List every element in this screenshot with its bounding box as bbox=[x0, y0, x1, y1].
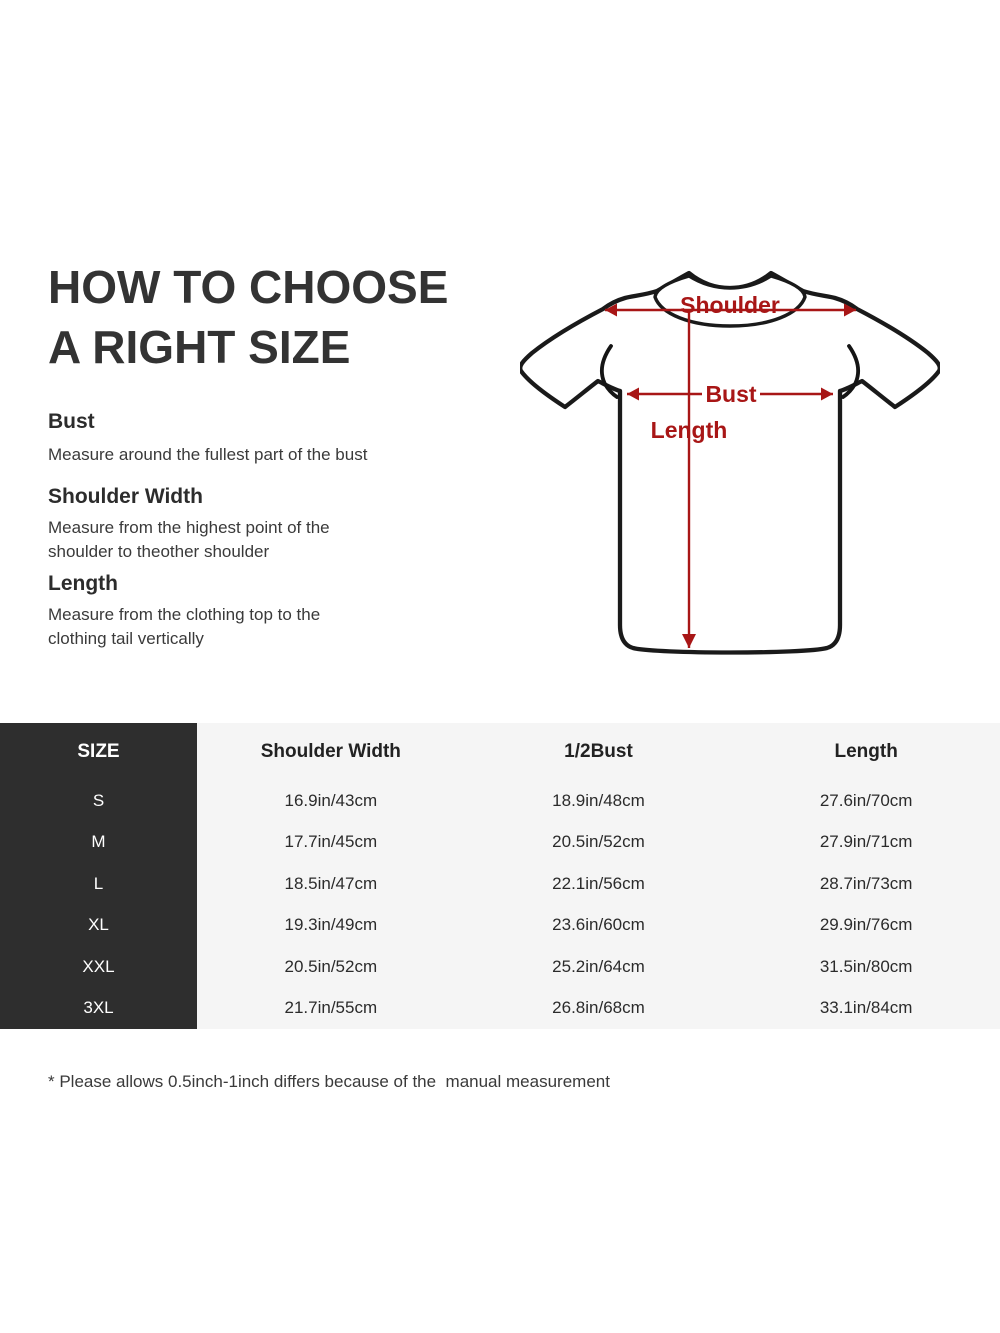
svg-text:Shoulder: Shoulder bbox=[680, 292, 780, 318]
svg-text:Length: Length bbox=[651, 417, 728, 443]
svg-text:Bust: Bust bbox=[705, 381, 756, 407]
